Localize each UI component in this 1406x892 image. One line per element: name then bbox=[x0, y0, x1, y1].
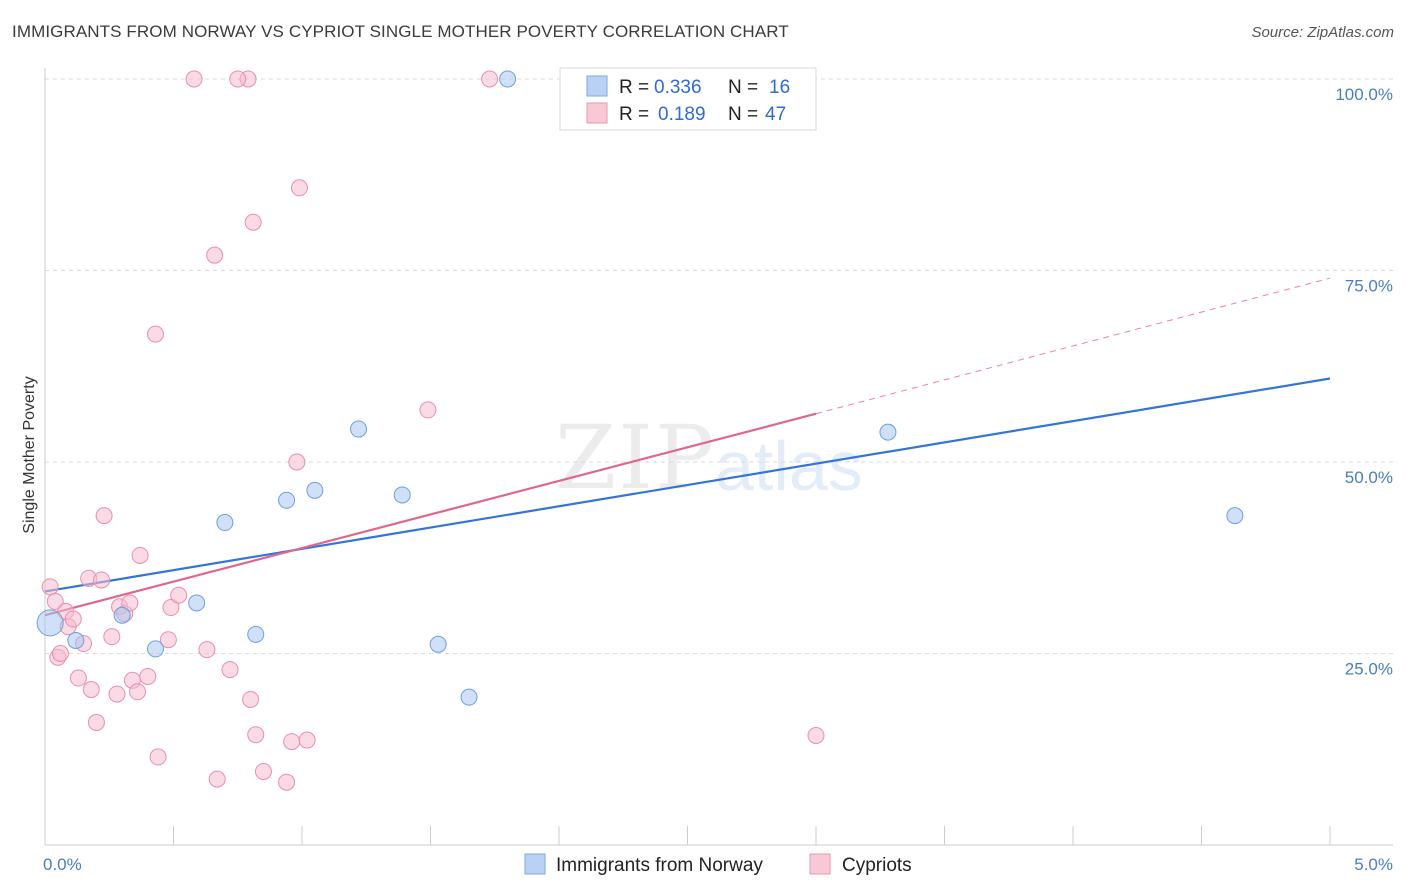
legend-n-value-2: 47 bbox=[765, 104, 786, 125]
point-cypriots bbox=[290, 179, 308, 197]
point-norway bbox=[216, 514, 234, 532]
watermark: ZIP atlas bbox=[555, 406, 863, 509]
point-norway bbox=[460, 688, 478, 706]
point-norway bbox=[188, 594, 206, 612]
point-cypriots bbox=[93, 571, 111, 589]
point-cypriots bbox=[46, 592, 64, 610]
point-cypriots bbox=[149, 748, 167, 766]
axes: 25.0% 50.0% 75.0% 100.0% 0.0% 5.0% bbox=[43, 68, 1393, 874]
point-cypriots bbox=[229, 70, 247, 88]
point-norway bbox=[350, 420, 368, 438]
legend-n-label-1: N = bbox=[728, 77, 758, 98]
point-norway bbox=[429, 635, 447, 653]
legend-r-label-1: R = bbox=[619, 77, 649, 98]
legend-r-value-2: 0.189 bbox=[658, 104, 706, 125]
legend-n-label-2: N = bbox=[728, 104, 758, 125]
legend-swatch-cypriots bbox=[586, 102, 608, 124]
point-cypriots bbox=[170, 586, 188, 604]
point-norway bbox=[67, 631, 85, 649]
point-cypriots bbox=[108, 685, 126, 703]
point-norway bbox=[499, 70, 517, 88]
bottom-legend-swatch-cypriots bbox=[809, 853, 831, 875]
legend-r-label-2: R = bbox=[619, 104, 649, 125]
watermark-atlas: atlas bbox=[715, 427, 863, 505]
point-cypriots bbox=[208, 770, 226, 788]
legend-swatch-norway bbox=[586, 75, 608, 97]
point-cypriots bbox=[298, 731, 316, 749]
x-tick-label: 5.0% bbox=[1354, 855, 1393, 874]
point-cypriots bbox=[139, 667, 157, 685]
point-cypriots bbox=[481, 70, 499, 88]
point-cypriots bbox=[131, 546, 149, 564]
point-cypriots bbox=[288, 453, 306, 471]
point-cypriots bbox=[147, 325, 165, 343]
bottom-legend-label-norway: Immigrants from Norway bbox=[556, 855, 763, 876]
point-cypriots bbox=[129, 683, 147, 701]
point-cypriots bbox=[247, 726, 265, 744]
watermark-zip: ZIP bbox=[555, 406, 716, 509]
point-norway bbox=[306, 481, 324, 499]
point-cypriots bbox=[121, 594, 139, 612]
x-tick-label: 0.0% bbox=[43, 855, 82, 874]
point-norway bbox=[147, 640, 165, 658]
data-points bbox=[36, 70, 1244, 791]
point-cypriots bbox=[185, 70, 203, 88]
y-tick-label: 100.0% bbox=[1335, 85, 1393, 104]
legend-r-value-1: 0.336 bbox=[654, 77, 702, 98]
point-norway bbox=[278, 491, 296, 509]
bottom-legend-swatch-norway bbox=[524, 853, 546, 875]
point-norway bbox=[247, 625, 265, 643]
point-cypriots bbox=[103, 628, 121, 646]
point-cypriots bbox=[283, 733, 301, 751]
trend-line-cypriots-extension bbox=[815, 277, 1331, 415]
y-tick-label: 75.0% bbox=[1345, 277, 1393, 296]
point-cypriots bbox=[51, 645, 69, 662]
point-cypriots bbox=[807, 726, 825, 744]
point-cypriots bbox=[242, 690, 260, 708]
source-credit: Source: ZipAtlas.com bbox=[1251, 24, 1394, 41]
point-cypriots bbox=[69, 669, 87, 687]
y-axis-label: Single Mother Poverty bbox=[21, 376, 38, 533]
legend-top: R = 0.336 N = 16 R = 0.189 N = 47 bbox=[559, 67, 817, 131]
point-cypriots bbox=[278, 773, 296, 791]
point-cypriots bbox=[244, 213, 262, 231]
point-norway bbox=[36, 609, 64, 637]
point-cypriots bbox=[95, 507, 113, 525]
chart-title: IMMIGRANTS FROM NORWAY VS CYPRIOT SINGLE… bbox=[12, 22, 789, 41]
trend-lines bbox=[44, 277, 1331, 617]
trend-line-cypriots bbox=[44, 412, 817, 617]
point-cypriots bbox=[64, 610, 82, 628]
point-cypriots bbox=[254, 762, 272, 780]
y-tick-label: 25.0% bbox=[1345, 660, 1393, 679]
bottom-legend-label-cypriots: Cypriots bbox=[842, 855, 912, 876]
point-cypriots bbox=[159, 631, 177, 649]
point-norway bbox=[879, 423, 897, 441]
grid bbox=[45, 78, 1393, 654]
trend-line-norway bbox=[44, 377, 1331, 593]
point-cypriots bbox=[82, 681, 100, 699]
point-cypriots bbox=[221, 661, 239, 679]
legend-bottom: Immigrants from Norway Cypriots bbox=[524, 853, 912, 876]
legend-n-value-1: 16 bbox=[769, 77, 790, 98]
point-cypriots bbox=[206, 246, 224, 264]
point-cypriots bbox=[41, 578, 59, 596]
point-cypriots bbox=[198, 641, 216, 659]
point-cypriots bbox=[419, 401, 437, 419]
point-norway bbox=[393, 486, 411, 504]
point-cypriots bbox=[87, 713, 105, 731]
point-norway bbox=[1226, 507, 1244, 525]
y-tick-label: 50.0% bbox=[1345, 468, 1393, 487]
point-norway bbox=[113, 606, 131, 624]
point-cypriots bbox=[162, 599, 180, 617]
